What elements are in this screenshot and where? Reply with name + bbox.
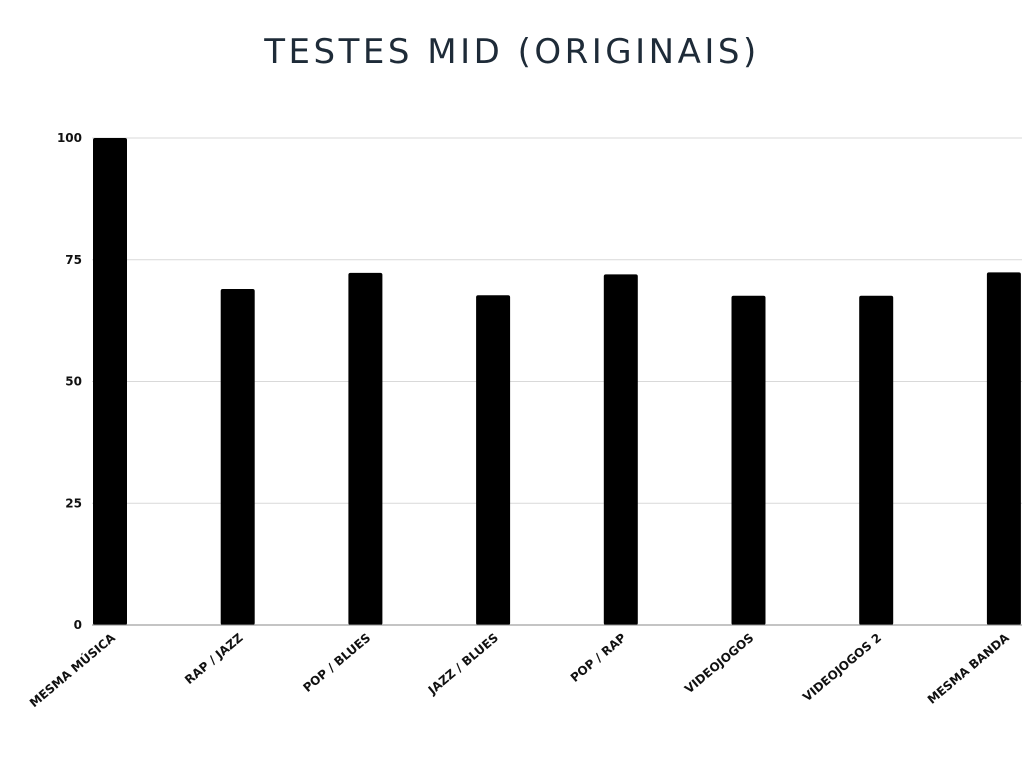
y-tick-label: 50: [65, 375, 82, 389]
bar: [603, 274, 638, 625]
y-tick-label: 100: [57, 131, 82, 145]
x-tick-label: MESMA MÚSICA: [26, 629, 118, 710]
bar: [220, 288, 255, 625]
x-tick-label: RAP / JAZZ: [182, 630, 246, 687]
x-tick-label: POP / BLUES: [300, 631, 373, 695]
chart-title: TESTES MID (ORIGINAIS): [264, 32, 760, 72]
bar: [93, 138, 127, 625]
y-tick-label: 25: [65, 496, 82, 510]
y-axis-ticks: 0 25 50 75 100: [57, 131, 82, 632]
x-tick-label: VIDEOJOGOS 2: [800, 631, 884, 705]
bar: [859, 295, 894, 625]
bar: [986, 272, 1021, 625]
bar: [348, 272, 383, 625]
bar: [476, 295, 511, 625]
x-tick-label: VIDEOJOGOS: [682, 631, 756, 697]
y-tick-label: 75: [65, 253, 82, 267]
x-tick-label: JAZZ / BLUES: [425, 631, 501, 698]
bar: [731, 295, 766, 625]
bars: [93, 138, 1021, 625]
x-tick-label: POP / RAP: [568, 630, 629, 684]
x-axis-ticks: MESMA MÚSICA RAP / JAZZ POP / BLUES JAZZ / …: [26, 629, 1012, 710]
y-tick-label: 0: [74, 618, 82, 632]
x-tick-label: MESMA BANDA: [925, 630, 1013, 707]
